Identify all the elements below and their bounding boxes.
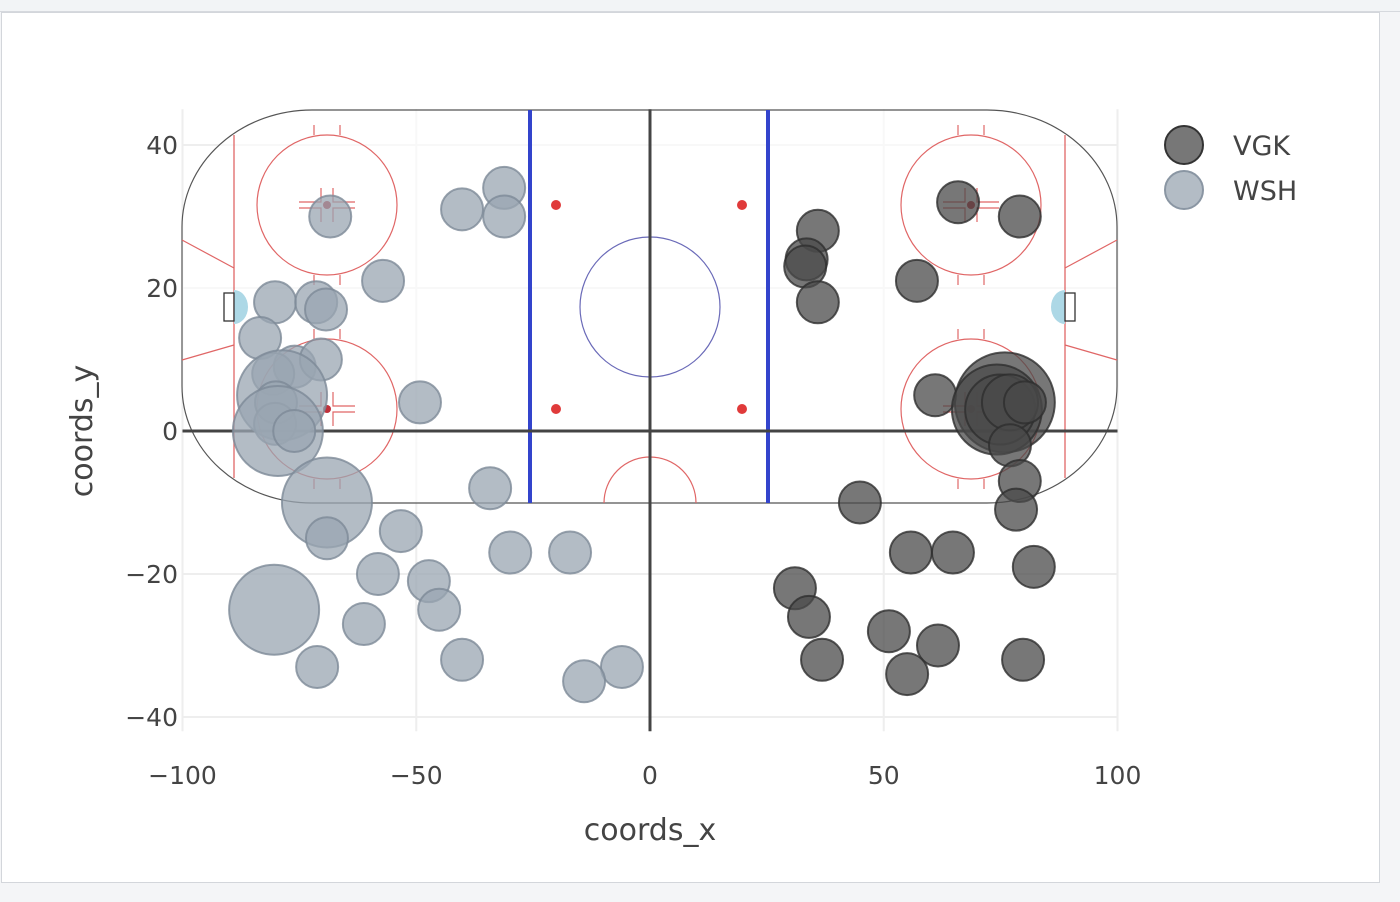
bubble-vgk[interactable] (915, 623, 960, 668)
browser-toolbar-strip (0, 0, 1400, 12)
bubble-wsh[interactable] (488, 530, 533, 575)
y-tick-label: 0 (162, 417, 178, 446)
legend: VGK WSH (1164, 125, 1297, 210)
y-tick-label: −40 (125, 703, 178, 732)
bubble-vgk[interactable] (894, 258, 939, 303)
bubble-vgk[interactable] (800, 637, 845, 682)
y-tick-label: 20 (146, 274, 178, 303)
x-axis-title: coords_x (584, 813, 716, 848)
data-bubbles (228, 165, 1056, 704)
bubble-vgk[interactable] (913, 373, 958, 418)
bubble-vgk[interactable] (837, 480, 882, 525)
bubble-wsh[interactable] (341, 602, 386, 647)
bubble-vgk[interactable] (930, 530, 975, 575)
bubble-wsh[interactable] (355, 552, 400, 596)
bubble-wsh[interactable] (397, 380, 442, 425)
bubble-wsh[interactable] (228, 563, 321, 656)
y-tick-label: −20 (125, 560, 178, 589)
x-tick-label: −100 (148, 761, 217, 790)
x-axis-ticks: −100 −50 0 50 100 (148, 761, 1141, 790)
x-tick-label: 0 (642, 761, 658, 790)
bubble-wsh[interactable] (440, 187, 485, 232)
bubble-wsh[interactable] (272, 409, 317, 453)
y-tick-label: 40 (146, 131, 178, 160)
bubble-vgk[interactable] (786, 594, 831, 639)
bubble-vgk[interactable] (936, 180, 981, 225)
bubble-vgk[interactable] (994, 487, 1039, 532)
bubble-wsh[interactable] (304, 287, 349, 332)
x-tick-label: 100 (1094, 761, 1142, 790)
bubble-wsh[interactable] (599, 644, 644, 689)
bubble-wsh[interactable] (417, 587, 462, 632)
legend-marker-icon (1164, 170, 1204, 210)
x-tick-label: −50 (390, 761, 443, 790)
bubble-wsh[interactable] (308, 194, 353, 239)
legend-marker-icon (1164, 125, 1204, 165)
bubble-vgk[interactable] (888, 530, 933, 575)
legend-label: WSH (1233, 176, 1297, 207)
bubble-vgk[interactable] (1002, 380, 1047, 425)
bubble-wsh[interactable] (482, 194, 527, 239)
x-tick-label: 50 (868, 761, 900, 790)
bubble-vgk[interactable] (866, 609, 911, 654)
bubble-wsh[interactable] (304, 516, 349, 561)
bubble-vgk[interactable] (795, 280, 840, 325)
bubble-vgk[interactable] (997, 194, 1042, 239)
bubble-vgk[interactable] (1001, 637, 1046, 682)
y-axis-title: coords_y (65, 365, 100, 497)
bubble-wsh[interactable] (295, 644, 340, 689)
bubble-wsh[interactable] (562, 659, 607, 704)
bubble-wsh[interactable] (468, 466, 513, 511)
bubble-wsh[interactable] (361, 258, 406, 303)
bubble-vgk[interactable] (885, 652, 930, 697)
bubble-wsh[interactable] (378, 509, 423, 554)
bubble-wsh[interactable] (440, 637, 485, 682)
legend-item-wsh[interactable]: WSH (1164, 170, 1297, 210)
legend-item-vgk[interactable]: VGK (1164, 125, 1291, 165)
legend-label: VGK (1233, 131, 1291, 162)
bubble-vgk[interactable] (1011, 544, 1056, 589)
bubble-wsh[interactable] (548, 530, 593, 575)
y-axis-ticks: −40 −20 0 20 40 (125, 131, 178, 732)
